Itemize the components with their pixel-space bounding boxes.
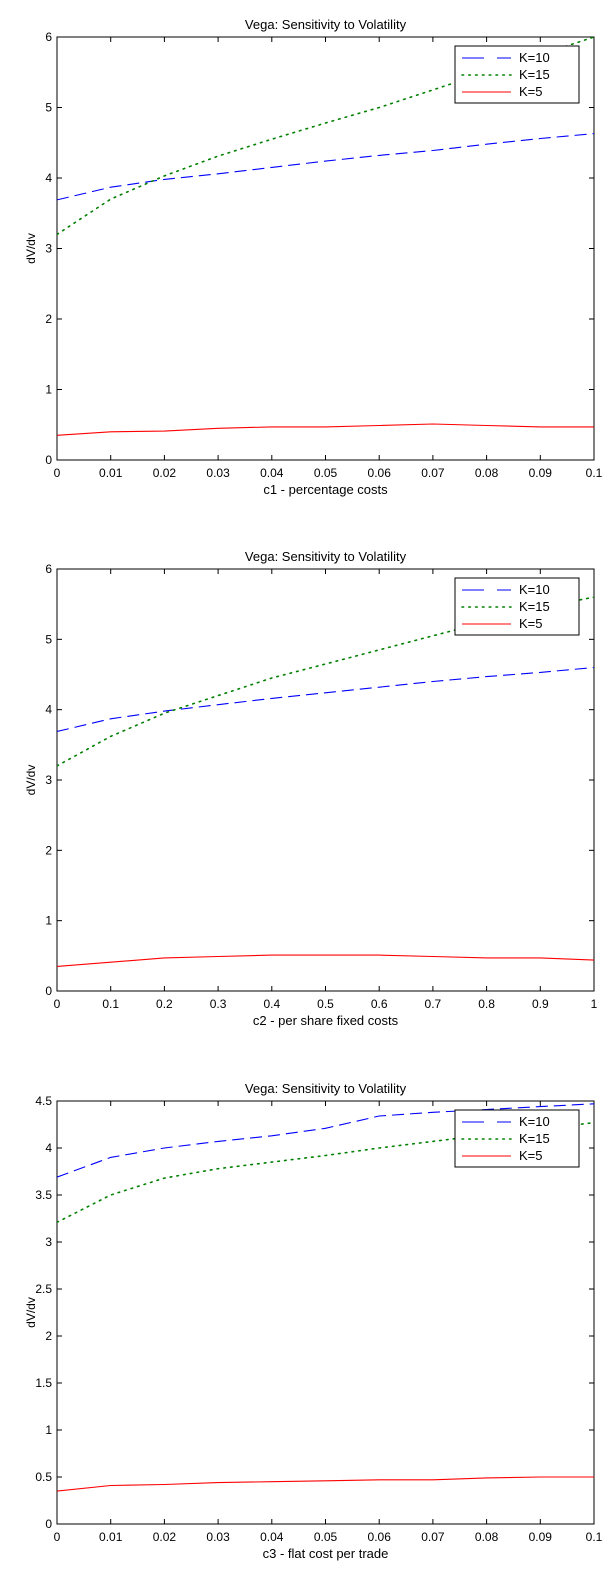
y-tick-label: 4 [45, 1141, 52, 1155]
x-tick-label: 0 [54, 1530, 61, 1544]
legend: K=10 K=15 K=5 [454, 577, 580, 636]
x-tick-label: 0.01 [99, 1530, 123, 1544]
y-tick-label: 4 [45, 703, 52, 717]
x-tick-label: 0.3 [210, 997, 227, 1011]
x-tick-label: 1 [591, 997, 598, 1011]
y-tick-label: 0.5 [35, 1470, 52, 1484]
x-tick-label: 0.08 [475, 466, 499, 480]
x-tick-label: 0.09 [529, 466, 553, 480]
x-tick-label: 0.1 [586, 1530, 603, 1544]
y-axis-label: dV/dv [24, 233, 38, 264]
chart-title: Vega: Sensitivity to Volatility [245, 1081, 407, 1096]
y-tick-label: 5 [45, 101, 52, 115]
y-tick-label: 0 [45, 984, 52, 998]
legend: K=10 K=15 K=5 [454, 1109, 580, 1168]
y-tick-label: 3 [45, 773, 52, 787]
y-tick-label: 4.5 [35, 1094, 52, 1108]
y-axis-label: dV/dv [24, 1297, 38, 1328]
legend-label: K=5 [519, 84, 543, 99]
y-tick-label: 1.5 [35, 1376, 52, 1390]
x-axis-label: c3 - flat cost per trade [263, 1546, 389, 1561]
x-tick-label: 0.02 [153, 1530, 177, 1544]
legend-label: K=5 [519, 616, 543, 631]
y-tick-label: 3 [45, 242, 52, 256]
chart-3: Vega: Sensitivity to Volatility 0 0.01 0.02… [24, 1081, 603, 1561]
x-tick-label: 0.02 [153, 466, 177, 480]
x-tick-label: 0 [54, 997, 61, 1011]
y-tick-label: 1 [45, 383, 52, 397]
chart-title: Vega: Sensitivity to Volatility [245, 17, 407, 32]
plot-frame [56, 36, 595, 461]
chart-1: Vega: Sensitivity to Volatility 0 0.01 0.02… [24, 17, 603, 497]
y-tick-label: 4 [45, 171, 52, 185]
x-tick-label: 0.08 [475, 1530, 499, 1544]
x-tick-label: 0.06 [368, 1530, 392, 1544]
legend-box [454, 577, 580, 636]
y-tick-label: 6 [45, 562, 52, 576]
series-line-k5 [57, 423, 594, 436]
series-line-k15 [57, 37, 594, 236]
x-tick-label: 0.07 [421, 466, 445, 480]
series-line-k5 [57, 1476, 594, 1492]
x-tick-label: 0.6 [371, 997, 388, 1011]
x-tick-label: 0.7 [425, 997, 442, 1011]
series-line-k10 [57, 133, 594, 201]
x-tick-label: 0.04 [260, 1530, 284, 1544]
x-tick-label: 0.5 [317, 997, 334, 1011]
chart-title: Vega: Sensitivity to Volatility [245, 549, 407, 564]
x-tick-label: 0.2 [156, 997, 173, 1011]
x-tick-label: 0.1 [102, 997, 119, 1011]
y-tick-label: 1 [45, 914, 52, 928]
x-tick-label: 0.04 [260, 466, 284, 480]
y-tick-label: 0 [45, 1517, 52, 1531]
legend-label: K=15 [519, 599, 550, 614]
x-tick-label: 0.03 [206, 466, 230, 480]
x-tick-label: 0.03 [206, 1530, 230, 1544]
legend-label: K=5 [519, 1148, 543, 1163]
y-tick-label: 0 [45, 453, 52, 467]
y-axis-label: dV/dv [24, 765, 38, 796]
x-tick-label: 0.9 [532, 997, 549, 1011]
y-tick-label: 5 [45, 632, 52, 646]
legend: K=10 K=15 K=5 [454, 45, 580, 104]
y-tick-label: 2 [45, 312, 52, 326]
x-tick-label: 0.01 [99, 466, 123, 480]
x-tick-label: 0.1 [586, 466, 603, 480]
series-line-k10 [57, 666, 594, 733]
x-axis-label: c1 - percentage costs [263, 482, 388, 497]
x-tick-label: 0.05 [314, 466, 338, 480]
y-tick-label: 3.5 [35, 1188, 52, 1202]
x-tick-label: 0.8 [478, 997, 495, 1011]
plot-frame [56, 1100, 595, 1525]
y-tick-label: 6 [45, 30, 52, 44]
x-axis-label: c2 - per share fixed costs [253, 1013, 399, 1028]
legend-label: K=15 [519, 67, 550, 82]
x-tick-label: 0.06 [368, 466, 392, 480]
x-tick-label: 0 [54, 466, 61, 480]
x-tick-label: 0.4 [263, 997, 280, 1011]
legend-box [454, 45, 580, 104]
plot-frame [56, 568, 595, 992]
x-tick-label: 0.05 [314, 1530, 338, 1544]
series-line-k15 [57, 1121, 594, 1224]
y-tick-label: 2 [45, 843, 52, 857]
x-tick-label: 0.09 [529, 1530, 553, 1544]
legend-label: K=15 [519, 1131, 550, 1146]
y-tick-label: 2.5 [35, 1282, 52, 1296]
chart-2: Vega: Sensitivity to Volatility 0 0.1 0.2 0.… [24, 549, 598, 1028]
y-tick-label: 3 [45, 1235, 52, 1249]
series-line-k10 [57, 1103, 594, 1178]
series-line-k5 [57, 954, 594, 967]
legend-label: K=10 [519, 582, 550, 597]
legend-label: K=10 [519, 50, 550, 65]
legend-box [454, 1109, 580, 1168]
y-tick-label: 1 [45, 1423, 52, 1437]
y-tick-label: 2 [45, 1329, 52, 1343]
x-tick-label: 0.07 [421, 1530, 445, 1544]
legend-label: K=10 [519, 1114, 550, 1129]
